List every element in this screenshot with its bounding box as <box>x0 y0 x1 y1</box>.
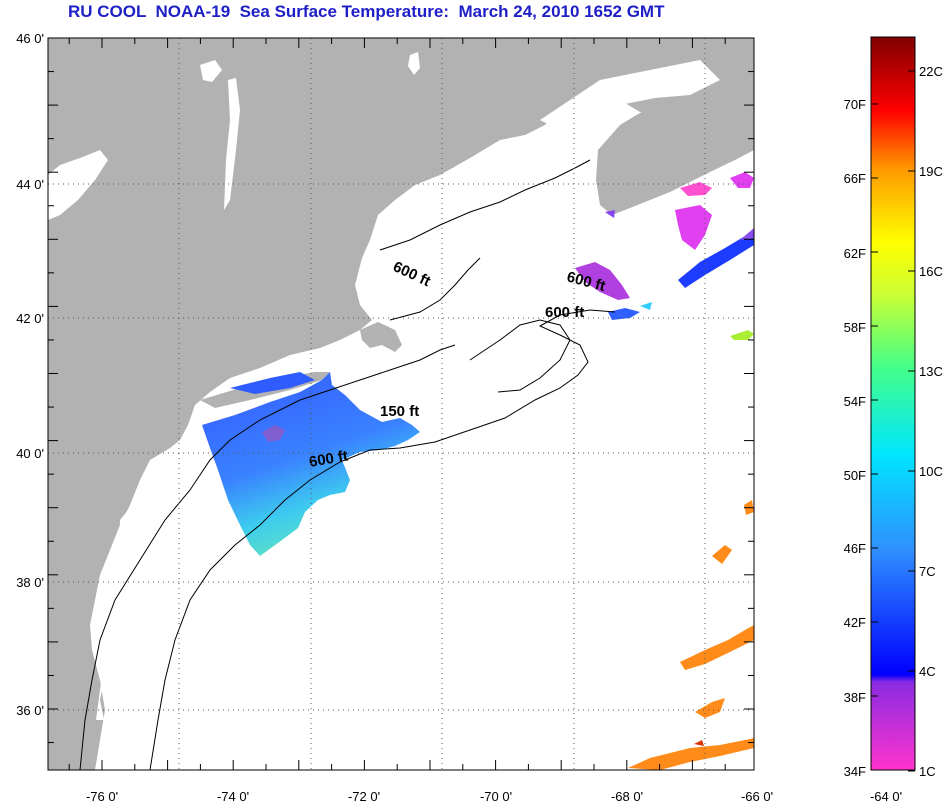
sst-patch-orange1 <box>712 545 732 564</box>
lat-label: 44 0' <box>16 177 44 192</box>
cbar-f-label: 38F <box>844 690 866 705</box>
cbar-f-label: 46F <box>844 541 866 556</box>
contour-georges <box>469 319 571 393</box>
lon-label: -66 0' <box>741 789 773 804</box>
cbar-f-label: 34F <box>844 764 866 779</box>
lat-label: 36 0' <box>16 703 44 718</box>
cbar-c-label: 16C <box>919 264 943 279</box>
cbar-f-label: 62F <box>844 246 866 261</box>
lat-lon-grid <box>48 38 754 770</box>
sst-patch-violet <box>262 425 285 442</box>
latitude-labels: 46 0' 44 0' 42 0' 40 0' 38 0' 36 0' <box>16 31 44 718</box>
lon-label: -76 0' <box>86 789 118 804</box>
contour-gulf-maine <box>379 159 591 251</box>
mainland-land <box>48 38 754 770</box>
sst-patch-gulfmaine-blue <box>608 308 640 320</box>
lon-label: -72 0' <box>348 789 380 804</box>
sst-patch-scotian-pink <box>680 182 712 196</box>
lon-label: -74 0' <box>217 789 249 804</box>
colorbar-ticks <box>871 70 915 772</box>
cbar-f-label: 50F <box>844 468 866 483</box>
sst-patch-orange3 <box>695 698 725 718</box>
axis-ticks <box>48 37 754 770</box>
lon-label: -70 0' <box>480 789 512 804</box>
sst-patch-ny-bight <box>230 372 315 394</box>
lat-label: 38 0' <box>16 575 44 590</box>
contour-inner <box>389 257 481 321</box>
cbar-f-label: 66F <box>844 171 866 186</box>
sst-patch-scotian-blue <box>678 232 754 288</box>
cbar-c-label: 13C <box>919 364 943 379</box>
lat-label: 46 0' <box>16 31 44 46</box>
bathymetry-contours <box>79 159 616 770</box>
colorbar-fahrenheit-labels: 70F 66F 62F 58F 54F 50F 46F 42F 38F 34F <box>844 97 866 779</box>
sst-patch-gulfmaine-magenta <box>575 262 630 300</box>
lat-label: 42 0' <box>16 311 44 326</box>
lake-small <box>200 60 222 82</box>
sst-patch-cyan <box>640 302 652 310</box>
lat-label: 40 0' <box>16 446 44 461</box>
colorbar-celsius-labels: 22C 19C 16C 13C 10C 7C 4C 1C <box>919 64 943 779</box>
contour-150ft-shelf <box>79 344 456 770</box>
cbar-c-label: 22C <box>919 64 943 79</box>
sst-patch-scotian-magenta <box>675 205 712 250</box>
lake-ontario <box>48 150 108 220</box>
cbar-f-label: 42F <box>844 615 866 630</box>
map-title: RU COOL NOAA-19 Sea Surface Temperature:… <box>68 2 665 21</box>
cape-cod-land <box>360 322 402 352</box>
lon-label: -64 0' <box>870 789 902 804</box>
depth-label-nantucket: 150 ft <box>380 403 419 420</box>
sst-patch-orange2 <box>680 625 754 670</box>
gulf-st-lawrence <box>540 60 720 130</box>
longitude-labels: -76 0' -74 0' -72 0' -70 0' -68 0' -66 0… <box>86 789 902 804</box>
nova-scotia-land <box>596 100 754 215</box>
cbar-f-label: 58F <box>844 320 866 335</box>
colorbar <box>870 36 916 771</box>
cbar-f-label: 70F <box>844 97 866 112</box>
cbar-c-label: 10C <box>919 464 943 479</box>
sst-patch-red <box>694 740 704 746</box>
cbar-c-label: 4C <box>919 664 936 679</box>
sst-patch-scotian-violet <box>740 228 754 240</box>
lon-label: -68 0' <box>611 789 643 804</box>
map-frame <box>47 37 755 771</box>
lake-moosehead <box>408 52 420 75</box>
cbar-f-label: 54F <box>844 394 866 409</box>
lake-champlain <box>224 78 240 210</box>
sst-patch-orange4 <box>628 738 754 770</box>
sst-patch-yellowgreen <box>730 330 754 340</box>
chesapeake-bay <box>96 505 140 720</box>
contour-600ft-shelf <box>149 309 616 770</box>
sst-patch-purple-small <box>605 210 615 218</box>
cbar-c-label: 19C <box>919 164 943 179</box>
cbar-c-label: 7C <box>919 564 936 579</box>
cbar-c-label: 1C <box>919 764 936 779</box>
